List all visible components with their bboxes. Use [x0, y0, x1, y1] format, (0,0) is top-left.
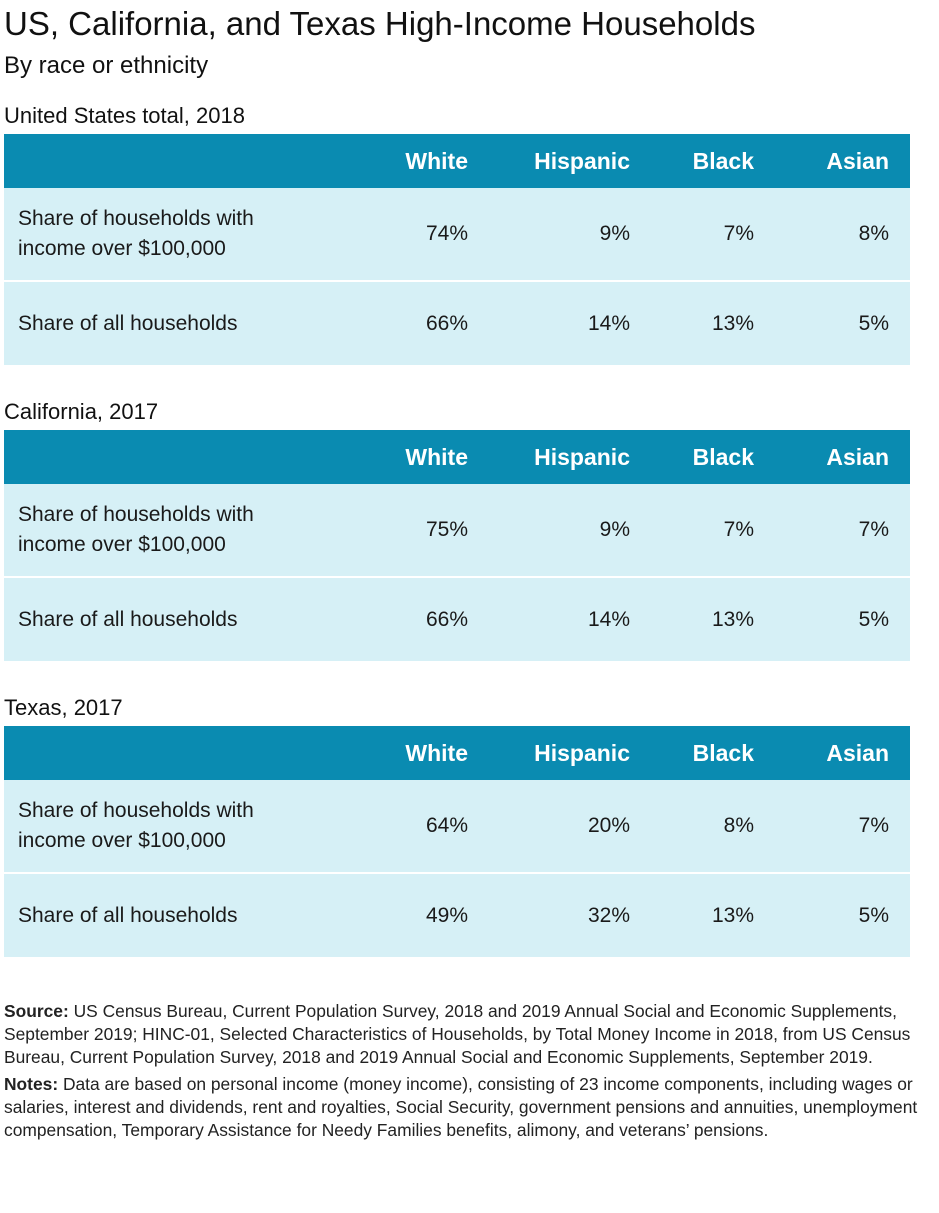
notes-note: Notes: Data are based on personal income… — [4, 1073, 934, 1142]
column-header-black: Black — [630, 430, 754, 484]
cell-black: 13% — [630, 873, 754, 957]
cell-pad — [889, 873, 910, 957]
column-header-black: Black — [630, 726, 754, 780]
cell-hispanic: 14% — [468, 281, 630, 365]
column-header-white: White — [368, 134, 468, 188]
cell-hispanic: 20% — [468, 780, 630, 874]
cell-white: 64% — [368, 780, 468, 874]
table-row: Share of all households 66% 14% 13% 5% — [4, 577, 910, 661]
row-label-line1: Share of households with — [18, 503, 254, 526]
cell-hispanic: 32% — [468, 873, 630, 957]
section-california: California, 2017 White Hispanic Black As… — [4, 398, 910, 661]
table-row: Share of households with income over $100… — [4, 780, 910, 874]
header-blank — [4, 430, 368, 484]
data-table: White Hispanic Black Asian Share of hous… — [4, 134, 910, 365]
footnotes: Source: US Census Bureau, Current Popula… — [4, 1000, 934, 1146]
cell-asian: 5% — [754, 281, 889, 365]
column-header-hispanic: Hispanic — [468, 134, 630, 188]
page-title: US, California, and Texas High-Income Ho… — [4, 5, 756, 42]
cell-white: 66% — [368, 577, 468, 661]
cell-hispanic: 14% — [468, 577, 630, 661]
cell-black: 7% — [630, 188, 754, 282]
page-subtitle: By race or ethnicity — [4, 52, 209, 79]
data-table: White Hispanic Black Asian Share of hous… — [4, 430, 910, 661]
cell-hispanic: 9% — [468, 188, 630, 282]
cell-white: 66% — [368, 281, 468, 365]
column-header-hispanic: Hispanic — [468, 726, 630, 780]
row-label: Share of households with income over $100… — [4, 484, 368, 578]
cell-black: 7% — [630, 484, 754, 578]
section-texas: Texas, 2017 White Hispanic Black Asian S… — [4, 694, 910, 957]
column-header-white: White — [368, 726, 468, 780]
source-note: Source: US Census Bureau, Current Popula… — [4, 1000, 934, 1069]
column-header-white: White — [368, 430, 468, 484]
header-blank — [4, 134, 368, 188]
cell-hispanic: 9% — [468, 484, 630, 578]
cell-pad — [889, 577, 910, 661]
cell-white: 74% — [368, 188, 468, 282]
header-pad — [889, 134, 910, 188]
notes-text: Data are based on personal income (money… — [4, 1074, 918, 1140]
header-row: White Hispanic Black Asian — [4, 430, 910, 484]
section-label: California, 2017 — [4, 399, 159, 424]
cell-pad — [889, 484, 910, 578]
cell-black: 8% — [630, 780, 754, 874]
cell-pad — [889, 780, 910, 874]
column-header-black: Black — [630, 134, 754, 188]
column-header-asian: Asian — [754, 430, 889, 484]
section-label: Texas, 2017 — [4, 695, 123, 720]
cell-white: 75% — [368, 484, 468, 578]
source-label: Source: — [4, 1001, 69, 1021]
table-row: Share of households with income over $100… — [4, 188, 910, 282]
row-label: Share of all households — [4, 281, 368, 365]
cell-pad — [889, 188, 910, 282]
cell-black: 13% — [630, 281, 754, 365]
data-table: White Hispanic Black Asian Share of hous… — [4, 726, 910, 957]
cell-pad — [889, 281, 910, 365]
header-row: White Hispanic Black Asian — [4, 726, 910, 780]
table-row: Share of households with income over $100… — [4, 484, 910, 578]
table-row: Share of all households 49% 32% 13% 5% — [4, 873, 910, 957]
header-blank — [4, 726, 368, 780]
cell-white: 49% — [368, 873, 468, 957]
row-label-line1: Share of households with — [18, 207, 254, 230]
notes-label: Notes: — [4, 1074, 59, 1094]
header-pad — [889, 726, 910, 780]
row-label: Share of households with income over $100… — [4, 780, 368, 874]
row-label: Share of all households — [4, 873, 368, 957]
cell-asian: 8% — [754, 188, 889, 282]
section-label: United States total, 2018 — [4, 103, 245, 128]
cell-asian: 7% — [754, 484, 889, 578]
table-row: Share of all households 66% 14% 13% 5% — [4, 281, 910, 365]
row-label-line2: income over $100,000 — [18, 829, 226, 852]
row-label: Share of all households — [4, 577, 368, 661]
cell-black: 13% — [630, 577, 754, 661]
header-pad — [889, 430, 910, 484]
header-row: White Hispanic Black Asian — [4, 134, 910, 188]
column-header-hispanic: Hispanic — [468, 430, 630, 484]
column-header-asian: Asian — [754, 134, 889, 188]
cell-asian: 5% — [754, 577, 889, 661]
source-text: US Census Bureau, Current Population Sur… — [4, 1001, 911, 1067]
row-label-line1: Share of households with — [18, 799, 254, 822]
row-label: Share of households with income over $100… — [4, 188, 368, 282]
cell-asian: 5% — [754, 873, 889, 957]
column-header-asian: Asian — [754, 726, 889, 780]
row-label-line2: income over $100,000 — [18, 237, 226, 260]
section-us: United States total, 2018 White Hispanic… — [4, 102, 910, 365]
cell-asian: 7% — [754, 780, 889, 874]
row-label-line2: income over $100,000 — [18, 533, 226, 556]
